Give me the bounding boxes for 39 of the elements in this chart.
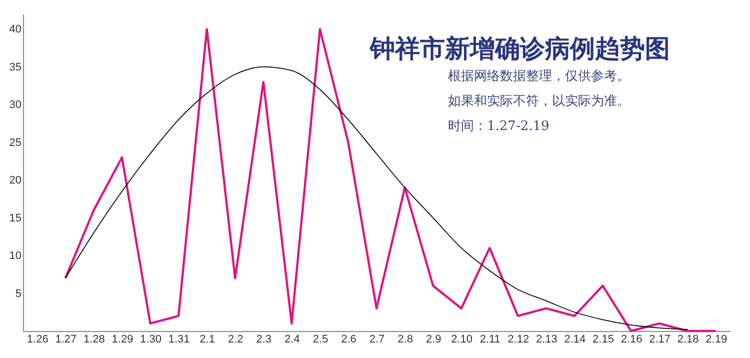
line-series [64,28,717,332]
y-tick-label: 35 [9,61,22,74]
x-tick-label: 1.27 [55,334,77,346]
x-tick-label: 2.16 [620,334,642,346]
annotation: 根据网络数据整理，仅供参考。 [448,69,630,84]
x-tick-label: 2.19 [706,334,728,346]
y-tick-label: 20 [9,174,22,187]
x-tick-label: 2.12 [508,334,530,346]
x-tick-label: 2.5 [312,334,328,346]
x-tick-label: 2.2 [228,334,244,346]
x-tick-label: 2.3 [256,334,272,346]
text: 钟祥市新增确诊病例趋势图 [369,34,670,63]
y-tick-label: 25 [9,136,22,149]
x-tick-label: 2.18 [677,334,699,346]
line-series [64,66,688,330]
x-tick-label: 2.4 [284,334,300,346]
annotation: 如果和实际不符，以实际为准。 [448,94,630,109]
x-tick-label: 1.26 [26,334,48,346]
x-tick-label: 2.1 [200,334,215,346]
x-tick-label: 2.7 [369,334,385,346]
x-tick-label: 1.29 [112,334,134,346]
x-tick-label: 2.8 [398,334,413,346]
y-tick-label: 30 [9,99,22,112]
x-tick-label: 2.9 [426,334,442,346]
x-tick-label: 2.14 [564,334,586,346]
x-tick-label: 2.17 [649,334,671,346]
annotation: 时间：1.27-2.19 [448,119,550,134]
x-tick-label: 1.31 [168,334,190,346]
y-tick-label: 40 [9,24,22,36]
x-tick-label: 1.30 [140,334,162,346]
y-tick-label: 15 [9,212,22,224]
x-tick-label: 2.15 [592,334,614,346]
x-tick-label: 2.6 [341,334,356,346]
y-tick-label: 5 [15,288,22,300]
x-tick-label: 2.10 [451,334,473,346]
x-tick-label: 2.13 [536,334,558,346]
x-tick-label: 2.11 [480,334,500,346]
x-tick-label: 1.28 [83,334,105,346]
y-tick-label: 10 [9,250,22,262]
